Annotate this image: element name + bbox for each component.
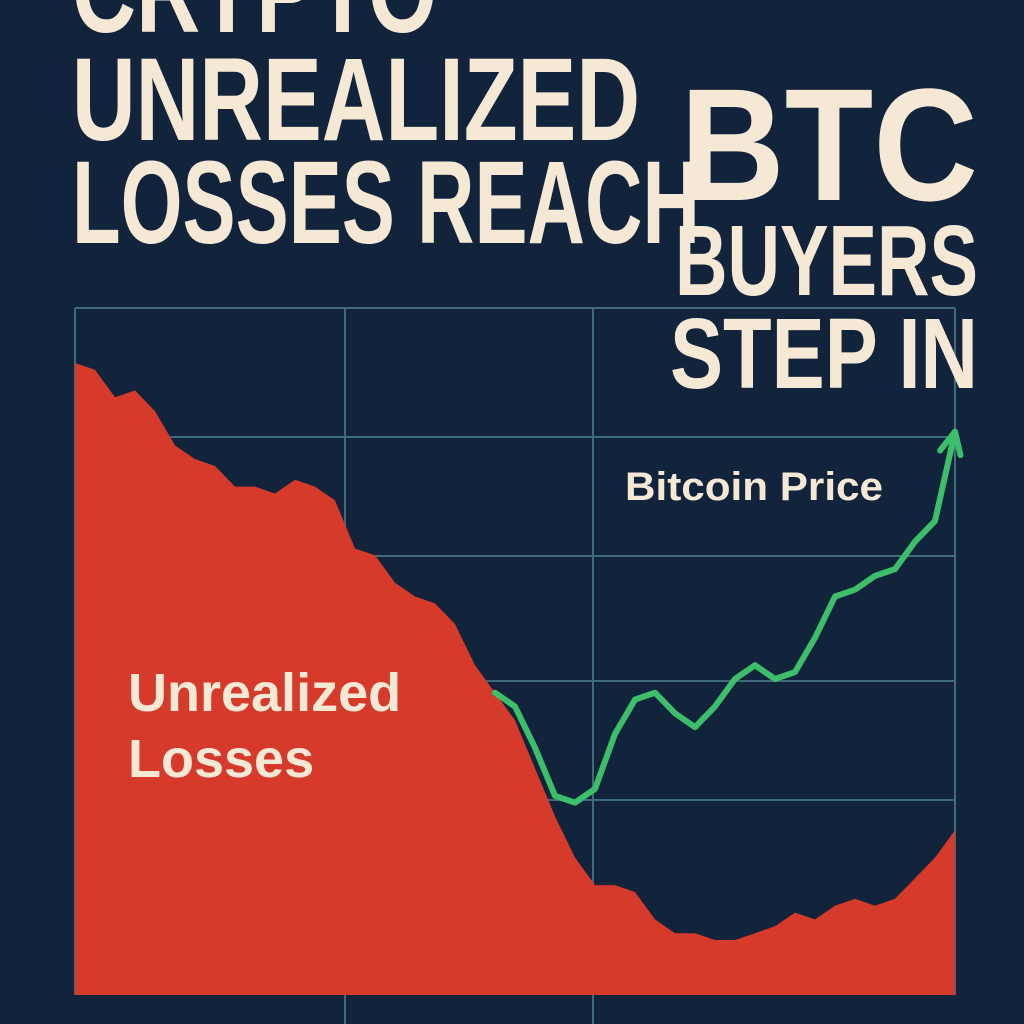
title-line: UNREALIZED [72,34,640,166]
title-line: CRYPTO [72,0,437,58]
series-label-box: Unrealized Losses [128,663,402,789]
arrowhead [937,428,964,459]
plot [75,363,964,995]
subtitle-line: BTC [680,55,978,234]
line [492,428,958,806]
area [75,363,955,995]
title-line: LOSSES REACH [72,137,700,269]
subtitle-line: BUYERS [675,205,978,317]
series-label: Unrealized Losses [128,663,402,789]
subtitle-line: STEP IN [670,298,978,410]
series-label: Bitcoin Price [625,465,883,509]
